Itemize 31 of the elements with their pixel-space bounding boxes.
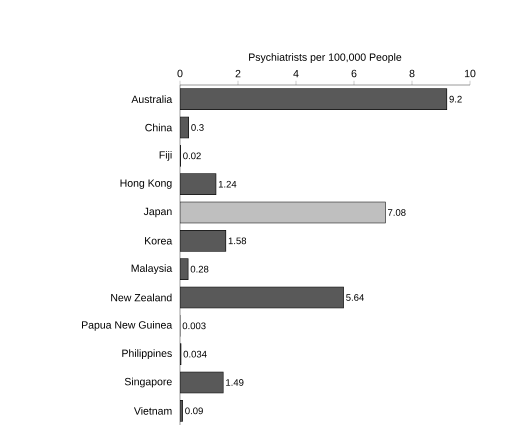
y-tick-label: Vietnam bbox=[134, 406, 172, 415]
data-label: 1.24 bbox=[218, 180, 236, 188]
data-label: 9.2 bbox=[449, 96, 462, 103]
x-tick-label: 2 bbox=[236, 70, 240, 78]
x-axis-title: Psychiatrists per 100,000 People bbox=[249, 53, 402, 63]
y-tick-label: Australia bbox=[131, 95, 172, 104]
x-tick-label: 6 bbox=[352, 70, 356, 78]
x-tick-label: 4 bbox=[293, 70, 299, 78]
y-tick-label: China bbox=[145, 124, 172, 132]
y-tick-label: Korea bbox=[145, 237, 172, 245]
y-tick-label: Philippines bbox=[122, 349, 172, 360]
y-tick-label: Malaysia bbox=[132, 264, 172, 274]
data-label: 0.02 bbox=[183, 152, 201, 160]
y-tick-label: Hong Kong bbox=[120, 179, 172, 189]
y-tick-label: New Zealand bbox=[111, 294, 172, 302]
y-tick-label: Japan bbox=[144, 208, 172, 218]
data-label: 0.3 bbox=[191, 124, 204, 131]
data-label: 0.28 bbox=[190, 266, 208, 273]
x-tick-label: 8 bbox=[410, 70, 414, 78]
y-tick-label: Papua New Guinea bbox=[82, 320, 172, 331]
y-tick-label: Singapore bbox=[124, 378, 172, 388]
y-tick-label: Fiji bbox=[160, 150, 172, 161]
data-label: 0.003 bbox=[182, 322, 206, 330]
x-tick-label: 10 bbox=[464, 70, 476, 78]
data-label: 0.034 bbox=[184, 350, 207, 358]
data-label: 1.58 bbox=[228, 237, 246, 244]
data-label: 1.49 bbox=[226, 379, 244, 386]
data-label: 5.64 bbox=[346, 294, 364, 301]
x-tick-label: 0 bbox=[177, 70, 183, 78]
data-label: 7.08 bbox=[388, 209, 406, 216]
data-label: 0.09 bbox=[185, 407, 203, 414]
